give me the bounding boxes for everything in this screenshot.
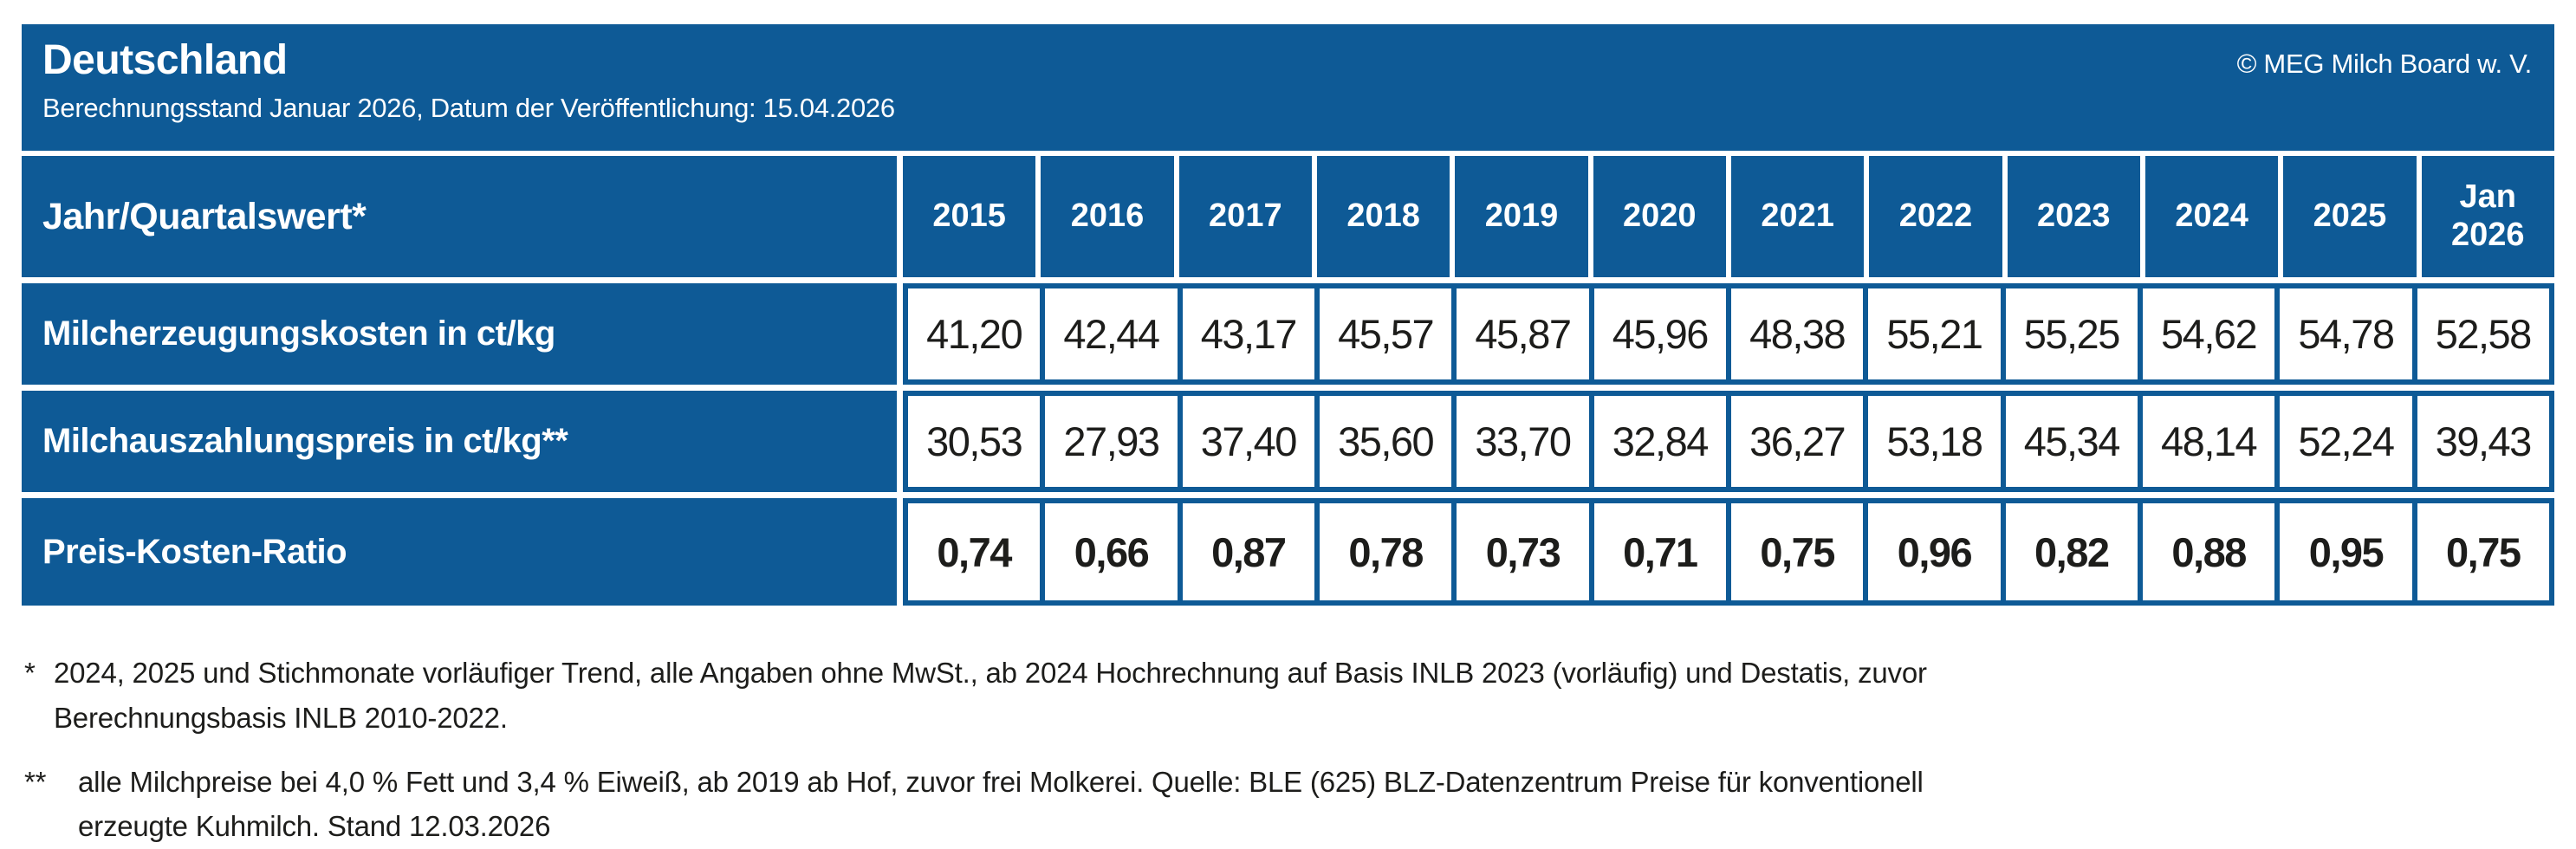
value-cell: 0,73 [1451,503,1588,600]
table-body: Milcherzeugungskosten in ct/kg 41,20 42,44… [22,283,2554,606]
header-left: Deutschland Berechnungsstand Januar 2026… [42,37,895,124]
value-cell: 0,87 [1177,503,1314,600]
row-value-cells: 30,53 27,93 37,40 35,60 33,70 32,84 36,27 53,18… [903,391,2554,492]
value-cell: 32,84 [1588,396,1726,487]
year-header-cell: 2024 [2139,156,2278,277]
table-row: Milchauszahlungspreis in ct/kg** 30,53 27,… [22,391,2554,492]
value-cell: 0,71 [1588,503,1726,600]
value-cell: 0,96 [1863,503,2000,600]
value-cell: 33,70 [1451,396,1588,487]
value-cell: 0,74 [937,528,1012,575]
year-header-cell: 2019 [1450,156,1587,277]
value-cell: 0,66 [1040,503,1177,600]
header-band: Deutschland Berechnungsstand Januar 2026… [22,24,2554,151]
row-label-cell: Milcherzeugungskosten in ct/kg [22,283,897,385]
value-cell: 39,43 [2411,396,2549,487]
value-cell: 48,14 [2137,396,2274,487]
table-header-row: Jahr/Quartalswert* 2015 2016 2017 2018 2019 2… [22,156,2554,277]
footnote-1-text: 2024, 2025 und Stichmonate vorläufiger T… [54,657,1927,734]
value-cell: 45,87 [1451,288,1588,379]
corner-header-cell: Jahr/Quartalswert* [22,156,897,277]
year-header-cell: 2020 [1587,156,1726,277]
year-header-cell: 2015 [932,198,1006,235]
value-cell: 27,93 [1040,396,1177,487]
year-header-cell: 2023 [2002,156,2140,277]
value-cell: 0,82 [2000,503,2138,600]
table-row: Preis-Kosten-Ratio 0,74 0,66 0,87 0,78 0,73 0,… [22,498,2554,606]
value-cell: 45,34 [2000,396,2138,487]
year-header-cell: 2018 [1311,156,1450,277]
row-value-cells: 0,74 0,66 0,87 0,78 0,73 0,71 0,75 0,96 0,82 0,88… [903,498,2554,606]
footnotes: * 2024, 2025 und Stichmonate vorläufiger… [22,651,2554,849]
value-cell: 45,57 [1314,288,1451,379]
value-cell: 0,75 [2411,503,2549,600]
year-header-cell: Jan 2026 [2416,156,2554,277]
footnote-2-marker: ** [24,765,47,798]
value-cell: 0,88 [2137,503,2274,600]
value-cell: 54,62 [2137,288,2274,379]
value-cell: 52,58 [2411,288,2549,379]
copyright-notice: © MEG Milch Board w. V. [2236,49,2533,79]
table-row: Milcherzeugungskosten in ct/kg 41,20 42,44… [22,283,2554,385]
value-cell: 54,78 [2274,288,2411,379]
value-cell: 53,18 [1863,396,2000,487]
value-cell: 55,25 [2000,288,2138,379]
value-cell: 43,17 [1177,288,1314,379]
row-value-cells: 41,20 42,44 43,17 45,57 45,87 45,96 48,38 55,21… [903,283,2554,385]
year-header-cells: 2015 2016 2017 2018 2019 2020 2021 2022 2023 2024… [903,156,2554,277]
value-cell: 42,44 [1040,288,1177,379]
value-cell: 45,96 [1588,288,1726,379]
value-cell: 55,21 [1863,288,2000,379]
footnote-1: * 2024, 2025 und Stichmonate vorläufiger… [24,651,2554,741]
page: Deutschland Berechnungsstand Januar 2026… [22,24,2554,849]
value-cell: 35,60 [1314,396,1451,487]
value-cell: 52,24 [2274,396,2411,487]
year-header-cell: 2016 [1035,156,1173,277]
row-label-cell: Milchauszahlungspreis in ct/kg** [22,391,897,492]
value-cell: 48,38 [1725,288,1863,379]
page-title: Deutschland [42,37,288,83]
value-cell: 36,27 [1725,396,1863,487]
footnote-1-marker: * [24,657,36,689]
value-cell: 0,75 [1725,503,1863,600]
value-cell: 37,40 [1177,396,1314,487]
year-header-cell: 2022 [1864,156,2002,277]
year-header-cell: 2017 [1173,156,1312,277]
value-cell: 0,78 [1314,503,1451,600]
year-header-cell: 2021 [1725,156,1864,277]
header-subtitle: Berechnungsstand Januar 2026, Datum der … [42,92,895,123]
row-label-cell: Preis-Kosten-Ratio [22,498,897,606]
value-cell: 0,95 [2274,503,2411,600]
year-header-cell: 2025 [2278,156,2416,277]
footnote-2: ** alle Milchpreise bei 4,0 % Fett und 3… [24,760,2554,849]
value-cell: 41,20 [926,311,1023,357]
value-cell: 30,53 [926,418,1023,464]
data-table: Jahr/Quartalswert* 2015 2016 2017 2018 2019 2… [22,156,2554,606]
footnote-2-text: alle Milchpreise bei 4,0 % Fett und 3,4 … [78,765,1924,843]
